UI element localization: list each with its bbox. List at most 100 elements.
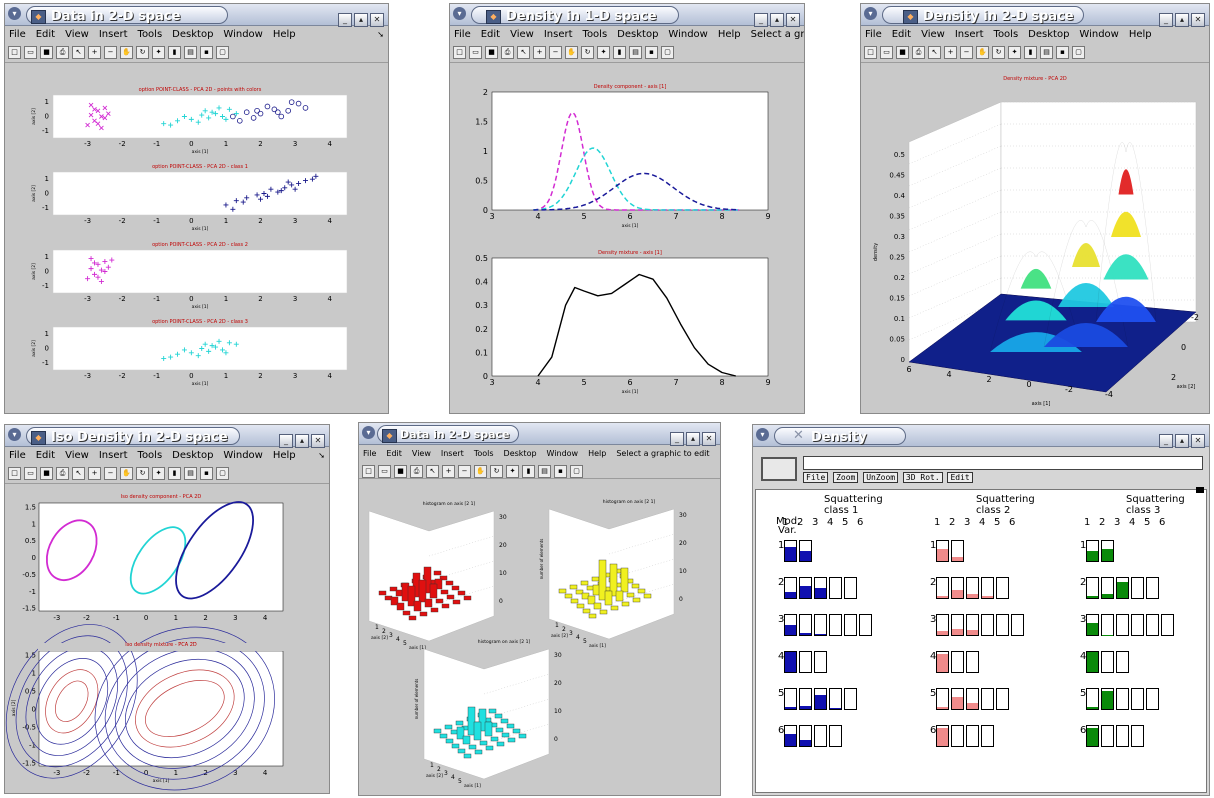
table-cell[interactable] <box>996 577 1009 599</box>
pointer-icon[interactable]: ↖ <box>928 46 941 59</box>
pan-icon[interactable]: ✋ <box>120 46 133 59</box>
table-cell[interactable] <box>981 577 994 599</box>
table-cell[interactable] <box>996 688 1009 710</box>
open-icon[interactable]: ▭ <box>378 465 391 478</box>
table-cell[interactable] <box>966 577 979 599</box>
hide-plot-tools-icon[interactable]: ▪ <box>1056 46 1069 59</box>
show-plot-tools-icon[interactable]: ▢ <box>661 46 674 59</box>
table-cell[interactable] <box>1116 651 1129 673</box>
table-cell[interactable] <box>844 688 857 710</box>
menu-tools[interactable]: Tools <box>582 29 608 40</box>
table-cell[interactable] <box>1101 651 1114 673</box>
titlebar[interactable]: ▾ ◆ Data in 2-D space _ ▴ ✕ <box>5 4 388 27</box>
table-cell[interactable] <box>1131 688 1144 710</box>
menu-edit[interactable]: Edit <box>386 449 402 458</box>
datacursor-icon[interactable]: ✦ <box>597 46 610 59</box>
pan-icon[interactable]: ✋ <box>120 467 133 480</box>
minimize-icon[interactable]: _ <box>1159 13 1173 27</box>
table-cell[interactable] <box>1116 614 1129 636</box>
maximize-icon[interactable]: ▴ <box>770 13 784 27</box>
menu-insert[interactable]: Insert <box>98 450 128 461</box>
zoom-in-icon[interactable]: + <box>88 46 101 59</box>
table-cell[interactable] <box>1116 577 1129 599</box>
colorbar-icon[interactable]: ▮ <box>613 46 626 59</box>
close-icon[interactable]: ✕ <box>370 13 384 27</box>
menu-file[interactable]: File <box>363 449 377 458</box>
menu-overflow-icon[interactable]: ➘ <box>377 30 384 39</box>
table-cell[interactable] <box>936 651 949 673</box>
table-cell[interactable] <box>1146 614 1159 636</box>
menu-edit[interactable]: Edit <box>891 29 912 40</box>
close-icon[interactable]: ✕ <box>1191 434 1205 448</box>
print-icon[interactable]: ⎙ <box>410 465 423 478</box>
titlebar[interactable]: ▾ ◆ Iso Density in 2-D space _ ▴ ✕ <box>5 425 329 448</box>
table-cell[interactable] <box>829 725 842 747</box>
table-cell[interactable] <box>951 651 964 673</box>
pointer-icon[interactable]: ↖ <box>72 46 85 59</box>
unzoom-button[interactable]: UnZoom <box>863 472 899 483</box>
command-field[interactable] <box>803 456 1203 470</box>
table-cell[interactable] <box>799 614 812 636</box>
menu-tools[interactable]: Tools <box>137 29 163 40</box>
table-cell[interactable] <box>996 614 1009 636</box>
menu-window[interactable]: Window <box>1079 29 1119 40</box>
table-cell[interactable] <box>1131 577 1144 599</box>
menu-desktop[interactable]: Desktop <box>172 450 214 461</box>
menu-edit[interactable]: Edit <box>35 450 56 461</box>
table-cell[interactable] <box>784 540 797 562</box>
open-icon[interactable]: ▭ <box>469 46 482 59</box>
menu-file[interactable]: File <box>9 450 26 461</box>
menu-edit[interactable]: Edit <box>480 29 501 40</box>
colorbar-icon[interactable]: ▮ <box>1024 46 1037 59</box>
edit-button[interactable]: Edit <box>947 472 973 483</box>
table-cell[interactable] <box>1086 651 1099 673</box>
menu-view[interactable]: View <box>65 29 89 40</box>
table-cell[interactable] <box>814 651 827 673</box>
save-icon[interactable]: ■ <box>40 467 53 480</box>
print-icon[interactable]: ⎙ <box>912 46 925 59</box>
menu-desktop[interactable]: Desktop <box>617 29 659 40</box>
titlebar[interactable]: ▾ ◆ Density in 1-D space _ ▴ ✕ <box>450 4 804 27</box>
colorbar-icon[interactable]: ▮ <box>168 467 181 480</box>
zoom-button[interactable]: Zoom <box>833 472 859 483</box>
hide-plot-tools-icon[interactable]: ▪ <box>200 46 213 59</box>
table-cell[interactable] <box>936 540 949 562</box>
menu-desktop[interactable]: Desktop <box>172 29 214 40</box>
menu-window[interactable]: Window <box>223 450 263 461</box>
menu-overflow-icon[interactable]: ➘ <box>318 451 325 460</box>
maximize-icon[interactable]: ▴ <box>354 13 368 27</box>
table-cell[interactable] <box>936 688 949 710</box>
menu-help[interactable]: Help <box>588 449 607 458</box>
table-cell[interactable] <box>829 577 842 599</box>
table-cell[interactable] <box>951 540 964 562</box>
table-cell[interactable] <box>1086 688 1099 710</box>
new-figure-icon[interactable]: □ <box>453 46 466 59</box>
close-icon[interactable]: ✕ <box>702 432 716 446</box>
zoom-out-icon[interactable]: − <box>104 467 117 480</box>
table-cell[interactable] <box>936 577 949 599</box>
table-cell[interactable] <box>799 577 812 599</box>
print-icon[interactable]: ⎙ <box>56 46 69 59</box>
table-cell[interactable] <box>1086 540 1099 562</box>
window-menu-icon[interactable]: ▾ <box>864 7 877 20</box>
table-cell[interactable] <box>936 725 949 747</box>
table-cell[interactable] <box>1131 725 1144 747</box>
table-cell[interactable] <box>951 577 964 599</box>
show-plot-tools-icon[interactable]: ▢ <box>570 465 583 478</box>
window-menu-icon[interactable]: ▾ <box>362 426 375 439</box>
table-cell[interactable] <box>829 614 842 636</box>
save-icon[interactable]: ■ <box>485 46 498 59</box>
table-cell[interactable] <box>1161 614 1174 636</box>
menu-view[interactable]: View <box>510 29 534 40</box>
table-cell[interactable] <box>799 688 812 710</box>
menu-file[interactable]: File <box>865 29 882 40</box>
pointer-icon[interactable]: ↖ <box>426 465 439 478</box>
minimize-icon[interactable]: _ <box>279 434 293 448</box>
legend-icon[interactable]: ▤ <box>184 46 197 59</box>
menu-insert[interactable]: Insert <box>543 29 573 40</box>
hide-plot-tools-icon[interactable]: ▪ <box>554 465 567 478</box>
legend-icon[interactable]: ▤ <box>629 46 642 59</box>
menu-insert[interactable]: Insert <box>440 449 464 458</box>
zoom-in-icon[interactable]: + <box>88 467 101 480</box>
rotate-icon[interactable]: ↻ <box>992 46 1005 59</box>
